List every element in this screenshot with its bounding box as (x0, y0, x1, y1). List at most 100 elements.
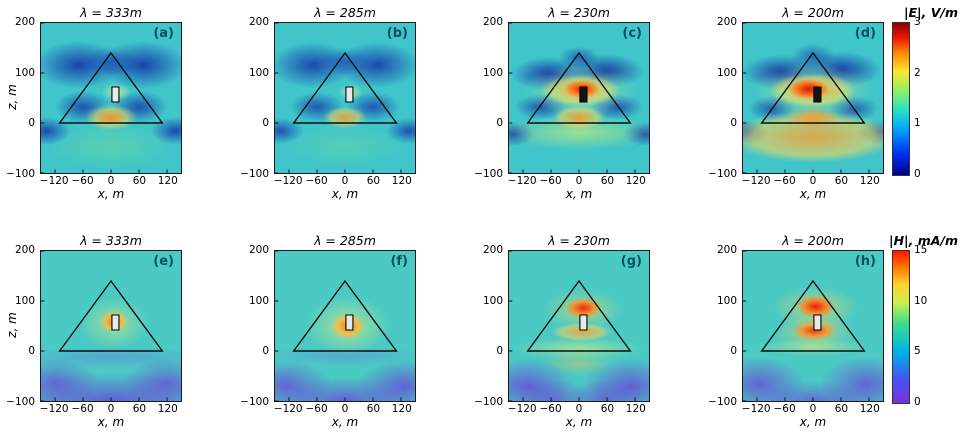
x-axis-label: x, m (97, 187, 125, 201)
panel-title: λ = 200m (782, 233, 844, 248)
x-tick-label: 60 (366, 403, 381, 415)
axis-tick-marks (743, 23, 869, 173)
plot-overlay (509, 23, 649, 173)
x-tick-label: 60 (834, 175, 849, 187)
x-tick-label: −120 (39, 175, 69, 187)
y-axis-ticks: 200 100 0 −100 (240, 244, 274, 408)
chamber-rect (814, 87, 821, 102)
y-axis-ticks: 200 100 0 −100 (474, 16, 508, 180)
panel-b: λ = 285m 200 100 0 −100 (b) −120 −60 0 60 120 x… (240, 4, 416, 202)
x-axis-ticks: −120 −60 0 60 120 (742, 402, 884, 415)
y-tick-label: 200 (716, 244, 737, 256)
chamber-rect (580, 315, 587, 330)
x-tick-label: 60 (132, 175, 147, 187)
x-tick-label: 60 (600, 175, 615, 187)
x-tick-label: 0 (809, 403, 817, 415)
y-tick-label: 200 (482, 16, 503, 28)
x-axis-label: x, m (331, 187, 359, 201)
colorbar-tick-label: 5 (914, 345, 921, 358)
x-tick-label: −60 (539, 175, 562, 187)
panel-title: λ = 230m (548, 233, 610, 248)
plot-overlay (275, 251, 415, 401)
chamber-rect (580, 87, 587, 102)
x-tick-label: 0 (107, 175, 115, 187)
panel-title: λ = 285m (314, 5, 376, 20)
heatmap-plot: (e) (40, 250, 182, 402)
x-tick-label: −120 (741, 403, 771, 415)
colorbar-tick-label: 0 (914, 168, 921, 180)
plot-overlay (41, 23, 181, 173)
y-tick-label: −100 (240, 396, 269, 408)
e-field-row: z, m λ = 333m 200 100 0 −100 (a) −120 −60 0 60… (5, 4, 884, 202)
y-tick-label: 200 (14, 16, 35, 28)
x-tick-label: 60 (366, 175, 381, 187)
x-axis-ticks: −120 −60 0 60 120 (508, 174, 650, 187)
e-colorbar: |E|, V/m 3 2 1 0 (886, 4, 958, 214)
colorbar-tick-label: 3 (914, 16, 921, 28)
y-axis-ticks: 200 100 0 −100 (708, 16, 742, 180)
x-tick-label: 0 (107, 403, 115, 415)
x-tick-label: −60 (71, 175, 94, 187)
y-tick-label: 100 (716, 66, 737, 79)
field-heatmap (275, 23, 415, 173)
colorbar-tick-label: 15 (914, 244, 928, 256)
axis-tick-marks (509, 23, 635, 173)
x-tick-label: −60 (539, 403, 562, 415)
chamber-rect (814, 315, 821, 330)
x-tick-label: −120 (273, 403, 303, 415)
x-axis-ticks: −120 −60 0 60 120 (742, 174, 884, 187)
x-tick-label: 120 (391, 175, 412, 187)
axis-tick-marks (275, 251, 401, 401)
field-heatmap (743, 23, 883, 173)
y-tick-label: 0 (496, 345, 503, 358)
y-axis-ticks: 200 100 0 −100 (6, 16, 40, 180)
x-tick-label: −120 (39, 403, 69, 415)
x-tick-label: −120 (507, 175, 537, 187)
panel-g: λ = 230m 200 100 0 −100 (g) −120 −60 0 60 120 x… (474, 232, 650, 430)
colorbar-tick-label: 1 (914, 117, 921, 130)
x-tick-label: 60 (834, 403, 849, 415)
y-tick-label: −100 (708, 168, 737, 180)
x-tick-label: −120 (273, 175, 303, 187)
x-tick-label: −60 (773, 403, 796, 415)
y-tick-label: 100 (248, 66, 269, 79)
panel-d: λ = 200m 200 100 0 −100 (d) −120 −60 0 60 120 x… (708, 4, 884, 202)
pyramid-outline (60, 281, 163, 351)
chamber-rect (346, 315, 353, 330)
h-colorbar-gradient (892, 250, 910, 404)
heatmap-plot: (f) (274, 250, 416, 402)
y-tick-label: 200 (248, 16, 269, 28)
panel-f: λ = 285m 200 100 0 −100 (f) −120 −60 0 60 120 x… (240, 232, 416, 430)
panel-letter: (d) (854, 26, 876, 41)
y-axis-ticks: 200 100 0 −100 (240, 16, 274, 180)
y-tick-label: 0 (28, 117, 35, 130)
x-tick-label: −60 (305, 175, 328, 187)
pyramid-outline (60, 53, 163, 123)
x-tick-label: 0 (575, 403, 583, 415)
panel-letter: (e) (153, 254, 174, 269)
heatmap-plot: (b) (274, 22, 416, 174)
y-tick-label: 200 (14, 244, 35, 256)
plot-overlay (275, 23, 415, 173)
panel-letter: (f) (390, 254, 408, 269)
y-tick-label: 0 (730, 345, 737, 358)
y-tick-label: 100 (248, 294, 269, 307)
panel-a: z, m λ = 333m 200 100 0 −100 (a) −120 −60 0 60… (5, 4, 182, 202)
panel-letter: (h) (854, 254, 876, 269)
x-tick-label: 120 (625, 175, 646, 187)
y-tick-label: 0 (496, 117, 503, 130)
heatmap-plot: (h) (742, 250, 884, 402)
x-axis-label: x, m (799, 187, 827, 201)
panel-letter: (g) (620, 254, 642, 269)
y-axis-ticks: 200 100 0 −100 (708, 244, 742, 408)
e-colorbar-ticks: 3 2 1 0 (914, 16, 944, 180)
y-tick-label: 100 (14, 66, 35, 79)
axis-tick-marks (41, 23, 167, 173)
y-tick-label: −100 (6, 396, 35, 408)
axis-tick-marks (743, 251, 869, 401)
plot-overlay (41, 251, 181, 401)
y-tick-label: 100 (14, 294, 35, 307)
y-tick-label: 0 (262, 117, 269, 130)
h-field-row: z, m λ = 333m 200 100 0 −100 (e) −120 −60 0 60… (5, 232, 884, 430)
panel-title: λ = 230m (548, 5, 610, 20)
